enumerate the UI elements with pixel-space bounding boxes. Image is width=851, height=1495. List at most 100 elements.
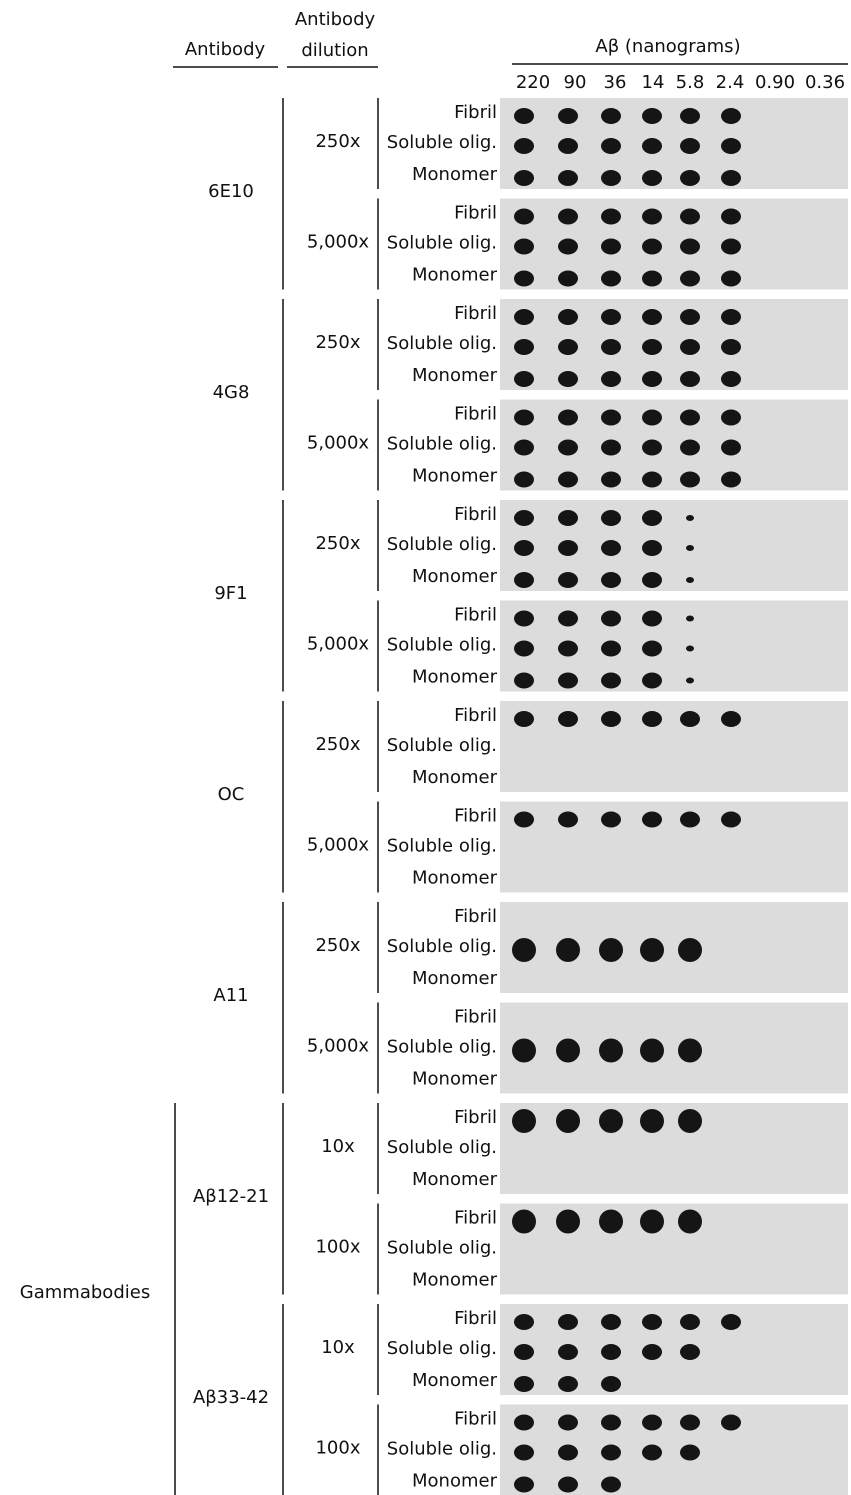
row-label: Soluble olig. xyxy=(387,1338,497,1359)
row-label: Fibril xyxy=(454,1007,497,1028)
dilution-header: Antibody xyxy=(295,9,376,30)
dilution-label: 5,000x xyxy=(307,1036,370,1057)
dot xyxy=(512,1039,536,1063)
blot xyxy=(500,500,848,591)
dot xyxy=(642,812,662,828)
dilution-label: 10x xyxy=(321,1337,355,1358)
row-label: Fibril xyxy=(454,1208,497,1229)
dot xyxy=(642,540,662,556)
dot xyxy=(514,1445,534,1461)
row-label: Soluble olig. xyxy=(387,233,497,254)
row-label: Soluble olig. xyxy=(387,333,497,354)
dot xyxy=(558,371,578,387)
row-label: Fibril xyxy=(454,806,497,827)
row-label: Fibril xyxy=(454,705,497,726)
dot xyxy=(680,239,700,255)
row-label: Monomer xyxy=(412,1270,498,1291)
dot xyxy=(556,938,580,962)
dot xyxy=(599,938,623,962)
dot xyxy=(558,472,578,488)
dot xyxy=(642,641,662,657)
dot xyxy=(680,472,700,488)
dot xyxy=(558,540,578,556)
dot xyxy=(514,812,534,828)
dot xyxy=(514,108,534,124)
row-label: Soluble olig. xyxy=(387,1238,497,1259)
dot xyxy=(601,611,621,627)
row-label: Soluble olig. xyxy=(387,534,497,555)
dot xyxy=(680,1445,700,1461)
blot xyxy=(500,400,848,491)
dot xyxy=(601,711,621,727)
row-label: Soluble olig. xyxy=(387,132,497,153)
row-label: Soluble olig. xyxy=(387,1439,497,1460)
dot xyxy=(558,1445,578,1461)
dot xyxy=(558,309,578,325)
row-label: Monomer xyxy=(412,265,498,286)
dot xyxy=(514,410,534,426)
dilution-header: dilution xyxy=(301,40,368,61)
amount-label: 0.36 xyxy=(805,72,845,93)
dot xyxy=(601,371,621,387)
row-label: Monomer xyxy=(412,667,498,688)
dot xyxy=(680,1314,700,1330)
dot xyxy=(640,938,664,962)
dot xyxy=(601,339,621,355)
dot xyxy=(601,1477,621,1493)
dilution-label: 5,000x xyxy=(307,433,370,454)
dot xyxy=(686,515,694,521)
dot xyxy=(680,371,700,387)
dot xyxy=(558,1344,578,1360)
dot xyxy=(642,138,662,154)
dot xyxy=(558,339,578,355)
dot xyxy=(601,440,621,456)
dilution-label: 250x xyxy=(315,131,360,152)
dot xyxy=(558,1415,578,1431)
dot xyxy=(678,1210,702,1234)
dot xyxy=(514,711,534,727)
dot xyxy=(599,1109,623,1133)
dot xyxy=(514,1415,534,1431)
dot xyxy=(680,108,700,124)
dot xyxy=(601,410,621,426)
dot xyxy=(556,1210,580,1234)
row-label: Monomer xyxy=(412,1069,498,1090)
dot xyxy=(642,472,662,488)
dot xyxy=(514,540,534,556)
dot xyxy=(514,641,534,657)
dilution-label: 250x xyxy=(315,332,360,353)
dot xyxy=(558,271,578,287)
row-label: Fibril xyxy=(454,303,497,324)
dot xyxy=(680,170,700,186)
blot xyxy=(500,1003,848,1094)
dot xyxy=(680,440,700,456)
dot xyxy=(642,440,662,456)
row-label: Fibril xyxy=(454,404,497,425)
dot xyxy=(601,510,621,526)
row-label: Monomer xyxy=(412,1370,498,1391)
amount-label: 220 xyxy=(516,72,550,93)
amount-label: 0.90 xyxy=(755,72,795,93)
dilution-label: 250x xyxy=(315,533,360,554)
row-label: Fibril xyxy=(454,1409,497,1430)
dot xyxy=(721,209,741,225)
row-label: Fibril xyxy=(454,605,497,626)
row-label: Monomer xyxy=(412,466,498,487)
dot xyxy=(642,1415,662,1431)
dot xyxy=(601,1415,621,1431)
row-label: Fibril xyxy=(454,1308,497,1329)
dilution-label: 5,000x xyxy=(307,232,370,253)
dot xyxy=(514,472,534,488)
dot xyxy=(558,1376,578,1392)
antibody-header: Antibody xyxy=(185,39,266,60)
dot xyxy=(642,209,662,225)
dot xyxy=(558,641,578,657)
dot xyxy=(514,510,534,526)
dot xyxy=(678,1109,702,1133)
dot xyxy=(558,239,578,255)
dot xyxy=(599,1210,623,1234)
dot xyxy=(721,1415,741,1431)
amount-label: 14 xyxy=(642,72,665,93)
dot xyxy=(642,410,662,426)
row-label: Fibril xyxy=(454,504,497,525)
